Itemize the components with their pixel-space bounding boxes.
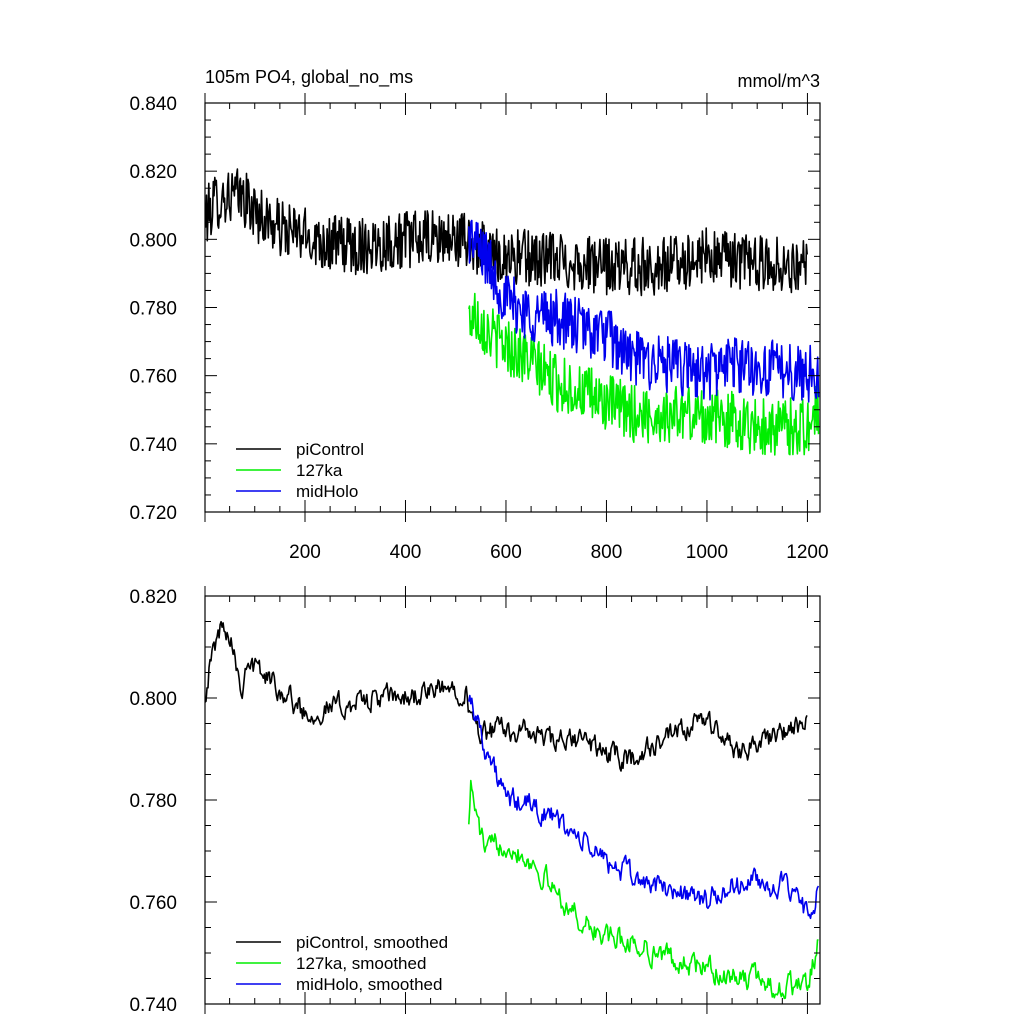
y-tick-label: 0.760 bbox=[129, 893, 177, 914]
series-line-midholo bbox=[468, 694, 820, 920]
top-panel: 0.720 0.740 0.760 0.780 0.800 0.820 0.840 200 40… bbox=[129, 67, 828, 563]
legend-label: piControl bbox=[296, 440, 364, 459]
y-tick-label: 0.740 bbox=[129, 995, 177, 1016]
y-tick-label: 0.820 bbox=[129, 162, 177, 183]
y-tick-label: 0.740 bbox=[129, 435, 177, 456]
legend-label: 127ka bbox=[296, 461, 343, 480]
units-label: mmol/m^3 bbox=[738, 71, 820, 91]
legend-label: 127ka, smoothed bbox=[296, 954, 426, 973]
x-tick-label: 400 bbox=[390, 542, 422, 563]
x-tick-label: 1200 bbox=[786, 542, 828, 563]
y-tick-label: 0.820 bbox=[129, 587, 177, 608]
legend-label: piControl, smoothed bbox=[296, 933, 448, 952]
x-tick-label: 800 bbox=[591, 542, 623, 563]
y-tick-label: 0.840 bbox=[129, 94, 177, 115]
series-line-midholo bbox=[468, 219, 820, 403]
series-line-127ka bbox=[468, 292, 820, 456]
legend-label: midHolo bbox=[296, 482, 358, 501]
series-line-127ka bbox=[468, 779, 819, 1000]
chart-title: 105m PO4, global_no_ms bbox=[205, 67, 413, 88]
y-tick-label: 0.780 bbox=[129, 791, 177, 812]
legend-label: midHolo, smoothed bbox=[296, 975, 442, 994]
x-tick-label: 200 bbox=[289, 542, 321, 563]
x-tick-label: 600 bbox=[490, 542, 522, 563]
y-tick-label: 0.780 bbox=[129, 299, 177, 320]
bottom-panel: 0.740 0.760 0.780 0.800 0.820 piControl, smoo… bbox=[129, 586, 821, 1016]
series-line-picontrol bbox=[205, 168, 808, 297]
x-tick-label: 1000 bbox=[686, 542, 728, 563]
y-tick-label: 0.760 bbox=[129, 367, 177, 388]
y-tick-label: 0.800 bbox=[129, 689, 177, 710]
y-tick-label: 0.720 bbox=[129, 503, 177, 524]
y-tick-label: 0.800 bbox=[129, 230, 177, 251]
series-line-picontrol bbox=[205, 620, 808, 772]
